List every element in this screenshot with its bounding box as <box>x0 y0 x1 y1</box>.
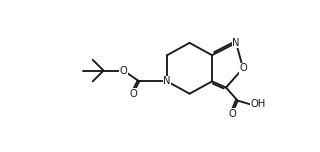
Text: N: N <box>232 38 240 48</box>
Text: O: O <box>129 89 137 99</box>
Text: O: O <box>120 66 128 76</box>
Text: OH: OH <box>251 99 266 109</box>
Text: N: N <box>163 76 171 86</box>
Text: O: O <box>239 63 247 73</box>
Text: O: O <box>228 109 236 119</box>
